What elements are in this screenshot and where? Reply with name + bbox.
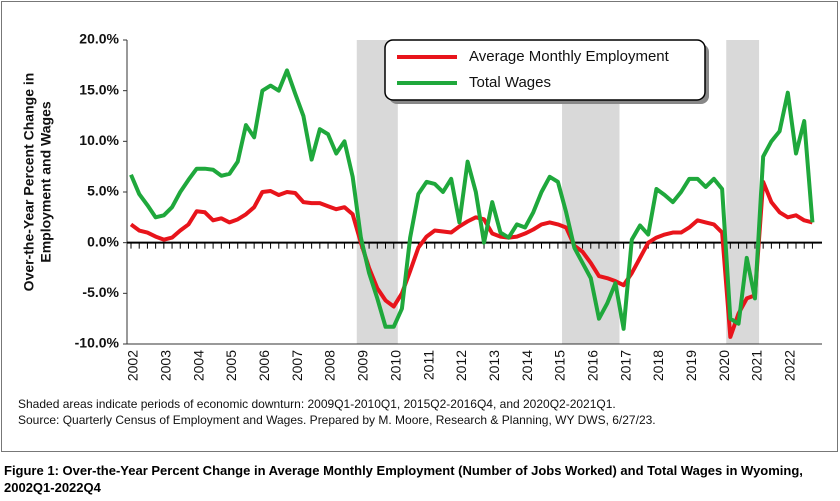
note: Shaded areas indicate periods of economi… xyxy=(18,397,616,411)
y-tick-label: -10.0% xyxy=(75,335,120,351)
y-tick-label: 5.0% xyxy=(87,183,119,199)
x-tick-label: 2022 xyxy=(782,350,798,381)
x-tick-label: 2002 xyxy=(125,350,141,381)
x-tick-label: 2007 xyxy=(289,350,305,381)
x-tick-label: 2012 xyxy=(453,350,469,381)
y-axis-label: Over-the-Year Percent Change in xyxy=(21,73,37,292)
x-tick-label: 2014 xyxy=(519,350,535,381)
x-tick-label: 2008 xyxy=(322,350,338,381)
x-tick-label: 2017 xyxy=(617,350,633,381)
y-tick-label: 20.0% xyxy=(79,31,119,47)
x-tick-label: 2015 xyxy=(552,350,568,381)
y-tick-label: 10.0% xyxy=(79,132,119,148)
x-tick-label: 2010 xyxy=(387,350,403,381)
series-line xyxy=(129,68,815,331)
y-tick-label: -5.0% xyxy=(82,284,119,300)
note: Source: Quarterly Census of Employment a… xyxy=(18,413,656,427)
x-tick-label: 2006 xyxy=(256,350,272,381)
x-tick-label: 2009 xyxy=(355,350,371,381)
x-tick-label: 2021 xyxy=(749,350,765,381)
legend-label: Average Monthly Employment xyxy=(469,48,670,65)
x-tick-label: 2020 xyxy=(716,350,732,381)
x-tick-label: 2013 xyxy=(486,350,502,381)
series-line xyxy=(129,179,813,339)
x-tick-label: 2005 xyxy=(223,350,239,381)
figure-caption: Figure 1: Over-the-Year Percent Change i… xyxy=(4,463,803,495)
x-tick-label: 2016 xyxy=(584,350,600,381)
y-tick-label: 15.0% xyxy=(79,81,119,97)
legend-label: Total Wages xyxy=(469,74,551,91)
x-tick-label: 2004 xyxy=(190,350,206,381)
x-tick-label: 2018 xyxy=(650,350,666,381)
x-tick-label: 2011 xyxy=(420,350,436,380)
chart: -10.0% -5.0% 0.0% 5.0% 10.0% 15.0% 20.0% 2002 20… xyxy=(21,31,822,381)
y-tick-label: 0.0% xyxy=(87,233,119,249)
figure-frame xyxy=(1,1,838,452)
x-tick-label: 2019 xyxy=(683,350,699,381)
legend-box xyxy=(384,39,706,101)
y-axis-label: Employment and Wages xyxy=(38,101,54,263)
x-tick-label: 2003 xyxy=(158,350,174,381)
